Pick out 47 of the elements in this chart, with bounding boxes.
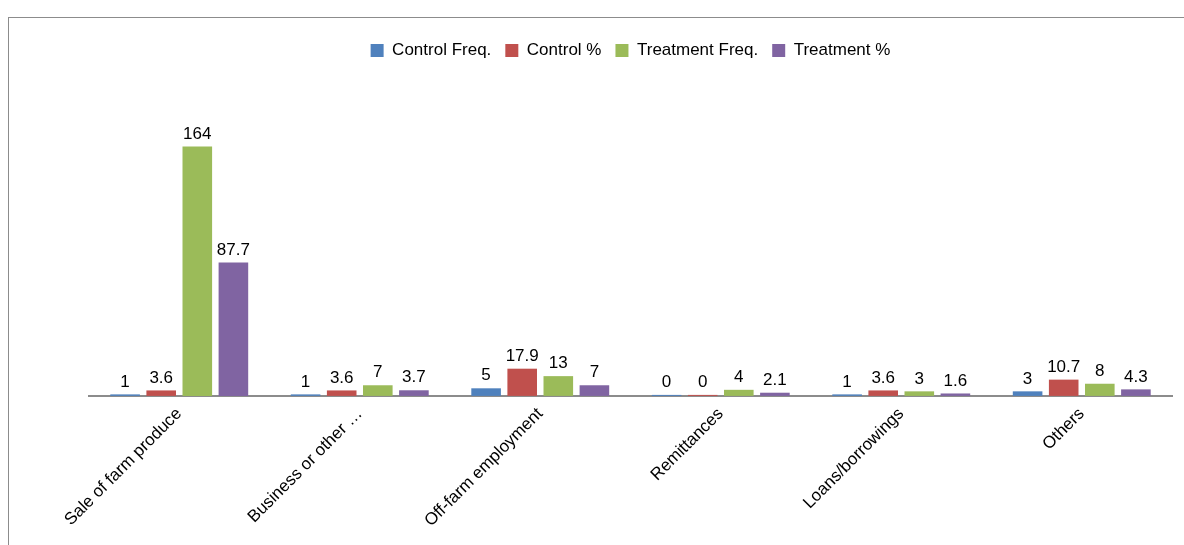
bar (182, 146, 213, 396)
data-label: 0 (661, 372, 672, 392)
bar (760, 392, 790, 396)
bar (1012, 391, 1043, 396)
bar (399, 390, 429, 396)
data-label: 1.6 (943, 370, 968, 390)
legend-label: Control % (526, 40, 602, 60)
data-label: 4.3 (1124, 366, 1148, 386)
data-label: 4 (734, 367, 744, 387)
bar (1121, 389, 1151, 396)
bar (1048, 379, 1079, 396)
legend-label: Treatment Freq. (636, 40, 759, 60)
data-label: 3 (914, 368, 925, 388)
legend-label: Treatment % (793, 40, 891, 60)
data-label: 8 (1095, 360, 1105, 380)
data-label: 1 (120, 371, 130, 391)
bar (579, 385, 610, 396)
data-label: 3.6 (149, 367, 174, 387)
bar (471, 388, 501, 396)
bar (904, 391, 935, 396)
data-label: 7 (589, 362, 600, 382)
bar (326, 390, 357, 396)
bar (218, 262, 249, 396)
data-label: 17.9 (505, 345, 539, 365)
bar (724, 389, 754, 396)
data-label: 1 (842, 371, 852, 391)
data-label: 1 (300, 371, 311, 391)
bar (1085, 383, 1115, 396)
data-label: 13 (548, 353, 568, 373)
data-label: 3.6 (329, 367, 354, 387)
bar (543, 376, 574, 396)
data-label: 87.7 (216, 239, 250, 259)
data-label: 5 (481, 365, 491, 385)
legend-label: Control Freq. (392, 40, 492, 60)
bar (940, 393, 971, 396)
data-label: 0 (697, 372, 708, 392)
data-label: 3.6 (871, 367, 896, 387)
data-label: 164 (183, 123, 212, 143)
bar (363, 385, 393, 396)
data-label: 10.7 (1047, 356, 1081, 376)
data-label: 2.1 (763, 369, 787, 389)
bar (146, 390, 176, 396)
data-label: 3.7 (402, 367, 426, 387)
bar (507, 368, 537, 396)
data-label: 7 (373, 362, 383, 382)
data-label: 3 (1022, 368, 1033, 388)
bar (868, 390, 898, 396)
